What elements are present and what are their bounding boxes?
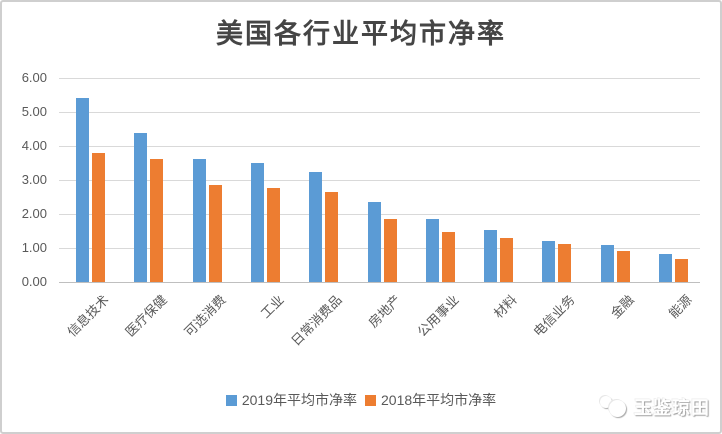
bar-series1 (250, 162, 264, 282)
bar-series2 (616, 251, 630, 282)
bar-series2 (208, 185, 222, 282)
y-axis-tick-label: 2.00 (21, 206, 47, 221)
legend-item: 2019年平均市净率 (225, 390, 357, 410)
bar-series1 (542, 240, 556, 282)
bar-series1 (658, 253, 672, 282)
legend: 2019年平均市净率 2018年平均市净率 (2, 390, 720, 410)
bar-series1 (309, 171, 323, 282)
legend-swatch-icon (225, 394, 237, 406)
gridline (59, 180, 700, 181)
y-axis-tick-label: 1.00 (21, 240, 47, 255)
bar-series2 (92, 152, 106, 282)
legend-label: 2018年平均市净率 (381, 392, 497, 408)
legend-swatch-icon (365, 394, 376, 406)
gridline (59, 78, 700, 79)
legend-label: 2019年平均市净率 (241, 392, 357, 408)
watermark: 玉鉴琼田 (600, 394, 710, 420)
gridline (59, 112, 700, 113)
bar-series1 (484, 229, 498, 282)
bar-series1 (425, 219, 439, 282)
bar-series1 (134, 133, 148, 282)
y-axis-tick-label: 4.00 (21, 138, 47, 153)
bar-series1 (600, 245, 614, 282)
bar-series2 (325, 191, 339, 282)
x-axis-line (59, 282, 700, 283)
y-axis-tick-label: 3.00 (21, 172, 47, 187)
gridline (59, 146, 700, 147)
y-axis-tick-label: 6.00 (21, 70, 47, 85)
bar-series2 (558, 243, 572, 282)
bar-series2 (266, 188, 280, 282)
y-axis-tick-label: 0.00 (21, 274, 47, 289)
y-axis-tick-label: 5.00 (21, 104, 47, 119)
bar-series2 (441, 231, 455, 282)
bar-series2 (674, 259, 688, 282)
chart-title: 美国各行业平均市净率 (216, 19, 506, 49)
bar-series1 (367, 201, 381, 282)
bar-series1 (192, 158, 206, 282)
bar-series2 (383, 219, 397, 282)
bar-series2 (500, 238, 514, 282)
watermark-text: 玉鉴琼田 (634, 398, 710, 418)
watermark-logo-icon (600, 394, 630, 420)
bar-series2 (150, 158, 164, 282)
legend-item: 2018年平均市净率 (365, 390, 496, 410)
bar-series1 (76, 97, 90, 282)
